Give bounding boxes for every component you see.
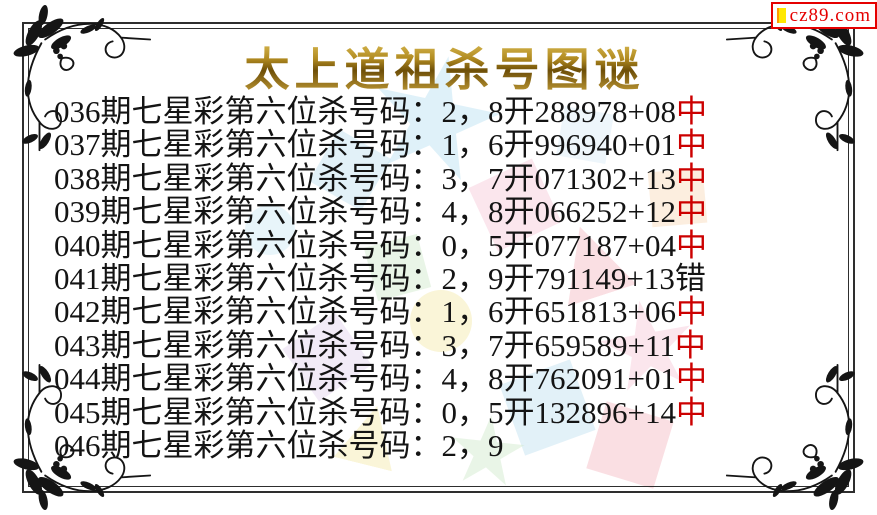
kill-numbers: 2，8 (441, 94, 504, 129)
row-label: 七星彩第六位杀号码： (131, 428, 442, 464)
status-mark: 中 (675, 394, 707, 430)
yellow-square-icon (777, 8, 786, 23)
row-label: 七星彩第六位杀号码： (131, 127, 442, 163)
frame-outer-line (22, 22, 855, 493)
frame-inner-line (28, 28, 849, 487)
prediction-row: 038期七星彩第六位杀号码：3，7开071302+13中 (54, 162, 707, 195)
status-mark: 中 (675, 127, 707, 163)
period-label: 037期 (54, 127, 132, 163)
period-label: 036期 (54, 94, 132, 129)
draw-result: 开077187+04 (503, 227, 676, 263)
status-mark: 中 (675, 227, 707, 263)
status-mark: 中 (675, 294, 707, 330)
status-mark: 错 (674, 261, 706, 297)
kill-numbers: 1，6 (441, 294, 504, 330)
prediction-row: 046期七星彩第六位杀号码：2，9 (54, 429, 707, 462)
period-label: 045期 (54, 394, 132, 430)
site-badge[interactable]: cz89.com (771, 2, 877, 29)
draw-result: 开132896+14 (503, 394, 676, 430)
prediction-row: 036期七星彩第六位杀号码：2，8开288978+08中 (54, 95, 707, 128)
period-label: 040期 (54, 227, 132, 263)
prediction-row: 042期七星彩第六位杀号码：1，6开651813+06中 (54, 295, 707, 328)
row-label: 七星彩第六位杀号码： (131, 294, 442, 330)
prediction-row: 043期七星彩第六位杀号码：3，7开659589+11中 (54, 329, 707, 362)
row-label: 七星彩第六位杀号码： (131, 261, 442, 297)
prediction-row: 041期七星彩第六位杀号码：2，9开791149+13错 (54, 262, 707, 295)
prediction-row: 040期七星彩第六位杀号码：0，5开077187+04中 (54, 227, 707, 263)
row-label: 七星彩第六位杀号码： (131, 394, 442, 430)
kill-numbers: 2，9 (441, 261, 504, 297)
period-label: 041期 (54, 261, 132, 297)
row-label: 七星彩第六位杀号码： (131, 361, 442, 397)
kill-numbers: 4，8 (441, 194, 504, 230)
kill-numbers: 0，5 (441, 394, 504, 430)
row-label: 七星彩第六位杀号码： (131, 194, 442, 230)
row-label: 七星彩第六位杀号码： (131, 94, 442, 129)
period-label: 042期 (54, 294, 132, 330)
kill-numbers: 0，5 (441, 227, 504, 263)
draw-result: 开066252+12 (503, 194, 676, 230)
kill-numbers: 3，7 (441, 327, 504, 363)
site-badge-label: cz89.com (789, 5, 871, 26)
draw-result: 开659589+11 (503, 327, 675, 363)
kill-numbers: 3，7 (441, 160, 504, 196)
status-mark: 中 (675, 361, 707, 397)
kill-numbers: 2，9 (441, 428, 504, 464)
floral-corner-bottom-left-icon (11, 363, 152, 512)
floral-corner-bottom-right-icon (725, 363, 866, 512)
prediction-row: 044期七星彩第六位杀号码：4，8开762091+01中 (54, 362, 707, 395)
draw-result: 开762091+01 (503, 361, 676, 397)
status-mark: 中 (675, 94, 707, 129)
row-label: 七星彩第六位杀号码： (131, 160, 442, 196)
period-label: 044期 (54, 361, 132, 397)
kill-numbers: 4，8 (441, 361, 504, 397)
row-label: 七星彩第六位杀号码： (131, 227, 442, 263)
rows: 036期七星彩第六位杀号码：2，8开288978+08中 037期七星彩第六位杀… (54, 95, 707, 462)
period-label: 039期 (54, 194, 132, 230)
draw-result: 开651813+06 (503, 294, 676, 330)
draw-result: 开996940+01 (503, 127, 676, 163)
draw-result: 开791149+13 (503, 261, 675, 297)
prediction-row: 039期七星彩第六位杀号码：4，8开066252+12中 (54, 195, 707, 228)
prediction-row: 045期七星彩第六位杀号码：0，5开132896+14中 (54, 394, 707, 430)
draw-result: 开071302+13 (503, 160, 676, 196)
status-mark: 中 (675, 194, 707, 230)
period-label: 038期 (54, 160, 132, 196)
status-mark: 中 (675, 160, 707, 196)
kill-numbers: 1，6 (441, 127, 504, 163)
page-title: 太上道祖杀号图谜 (0, 33, 877, 98)
period-label: 043期 (54, 327, 132, 363)
row-label: 七星彩第六位杀号码： (131, 327, 442, 363)
status-mark: 中 (674, 327, 706, 363)
draw-result: 开288978+08 (503, 94, 676, 129)
prediction-row: 037期七星彩第六位杀号码：1，6开996940+01中 (54, 128, 707, 161)
